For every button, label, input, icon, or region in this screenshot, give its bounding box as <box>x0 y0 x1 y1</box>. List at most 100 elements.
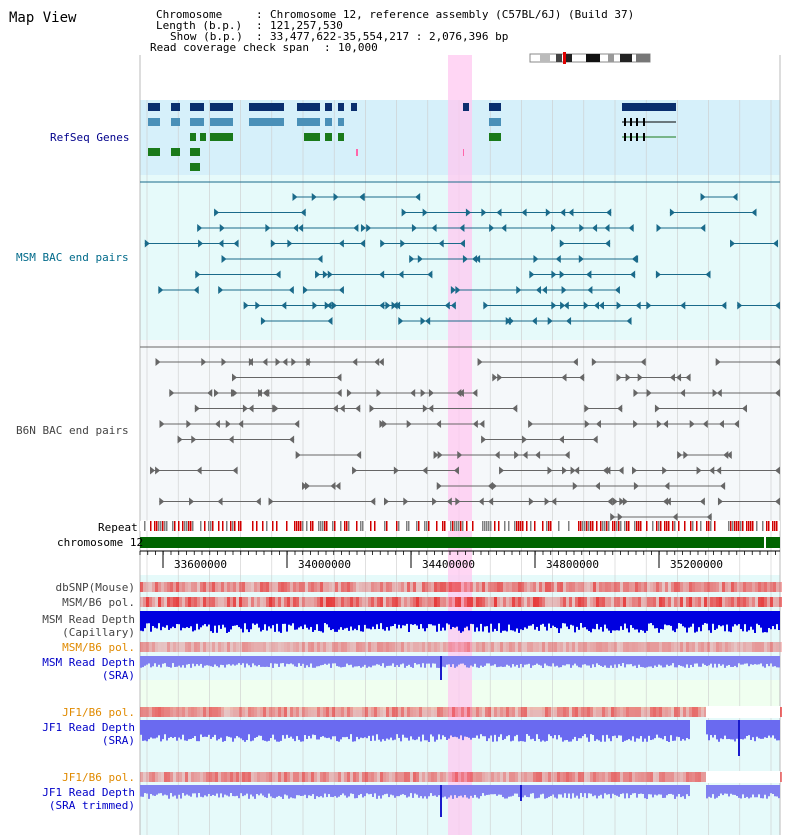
highlight-region[interactable] <box>448 55 472 835</box>
heat-cell <box>551 642 554 652</box>
depth-bar <box>748 720 750 736</box>
repeat-block <box>472 521 474 531</box>
repeat-block <box>256 521 258 531</box>
b6n-pair-end <box>335 482 341 490</box>
msm-pair-end <box>303 286 309 294</box>
heat-cell <box>704 597 707 607</box>
depth-bar <box>692 656 694 668</box>
repeat-block <box>752 521 754 531</box>
heat-gap <box>706 771 780 783</box>
repeat-block <box>450 521 452 531</box>
depth-bar <box>708 611 710 631</box>
depth-bar <box>162 611 164 627</box>
track-label-chromosome: chromosome 12 <box>57 536 144 549</box>
depth-bar <box>388 785 390 798</box>
repeat-track[interactable] <box>140 521 780 531</box>
heat-cell <box>434 582 437 592</box>
b6n-pair-end <box>741 404 747 413</box>
heat-cell <box>236 707 239 717</box>
heat-cell <box>179 642 182 652</box>
heat-cell <box>488 772 491 782</box>
depth-bar <box>712 720 714 738</box>
chromosome-ideogram[interactable] <box>529 52 651 64</box>
heat-cell <box>548 597 551 607</box>
heat-cell <box>437 642 440 652</box>
depth-bar <box>706 611 708 624</box>
depth-bar <box>402 611 404 626</box>
depth-bar <box>202 656 204 668</box>
b6n-pair-end <box>663 497 669 506</box>
chromosome-bar[interactable] <box>140 537 764 548</box>
heat-cell <box>146 597 149 607</box>
heat-cell <box>311 772 314 782</box>
heat-cell <box>266 582 269 592</box>
repeat-block <box>456 521 458 531</box>
depth-bar <box>146 720 148 742</box>
depth-bar <box>526 720 528 735</box>
depth-bar <box>754 785 756 798</box>
depth-bar <box>292 656 294 665</box>
b6n-bac-pairs[interactable] <box>140 346 780 521</box>
msm-pair-end <box>427 270 433 279</box>
heat-cell <box>392 707 395 717</box>
depth-bar <box>312 656 314 668</box>
depth-bar <box>538 656 540 665</box>
depth-bar <box>626 611 628 629</box>
depth-bar <box>732 785 734 795</box>
depth-bar <box>314 611 316 631</box>
msm-bac-pairs[interactable] <box>140 181 780 325</box>
depth-bar <box>316 656 318 667</box>
depth-bar <box>372 656 374 666</box>
gene-exon <box>148 103 160 111</box>
depth-bar <box>144 785 146 794</box>
depth-bar <box>242 611 244 633</box>
heat-cell <box>545 582 548 592</box>
depth-tracks[interactable] <box>140 611 780 817</box>
heat-cell <box>722 642 725 652</box>
heat-cell <box>149 707 152 717</box>
repeat-block <box>762 521 764 531</box>
repeat-block <box>714 521 716 531</box>
heat-cell <box>770 642 773 652</box>
depth-bar <box>770 611 772 630</box>
heat-cell <box>221 597 224 607</box>
heat-cell <box>446 772 449 782</box>
heat-cell <box>485 597 488 607</box>
depth-bar <box>344 785 346 796</box>
depth-bar <box>508 611 510 625</box>
heat-cell <box>530 642 533 652</box>
depth-bar <box>192 656 194 664</box>
depth-bar <box>238 720 240 738</box>
depth-bar <box>684 785 686 799</box>
heat-cell <box>434 597 437 607</box>
heat-cell <box>260 582 263 592</box>
heat-cell <box>590 707 593 717</box>
depth-bar <box>142 720 144 741</box>
depth-bar <box>674 611 676 633</box>
depth-bar <box>254 611 256 625</box>
depth-bar <box>420 720 422 742</box>
heat-cell <box>395 707 398 717</box>
repeat-block <box>526 521 528 531</box>
depth-bar <box>218 611 220 626</box>
refseq-genes[interactable] <box>148 103 676 171</box>
depth-bar <box>314 656 316 668</box>
heat-cell <box>185 582 188 592</box>
heat-strips[interactable] <box>140 582 782 783</box>
depth-bar <box>550 611 552 629</box>
heat-cell <box>365 707 368 717</box>
heat-cell <box>509 597 512 607</box>
depth-bar <box>468 656 470 668</box>
msm-pair-end <box>450 301 456 310</box>
depth-bar <box>482 611 484 632</box>
b6n-pair-end <box>717 497 723 506</box>
heat-cell <box>299 642 302 652</box>
heat-cell <box>530 772 533 782</box>
heat-cell <box>311 707 314 717</box>
heat-cell <box>656 597 659 607</box>
heat-cell <box>467 772 470 782</box>
depth-bar <box>634 785 636 794</box>
heat-cell <box>602 772 605 782</box>
heat-cell <box>236 597 239 607</box>
